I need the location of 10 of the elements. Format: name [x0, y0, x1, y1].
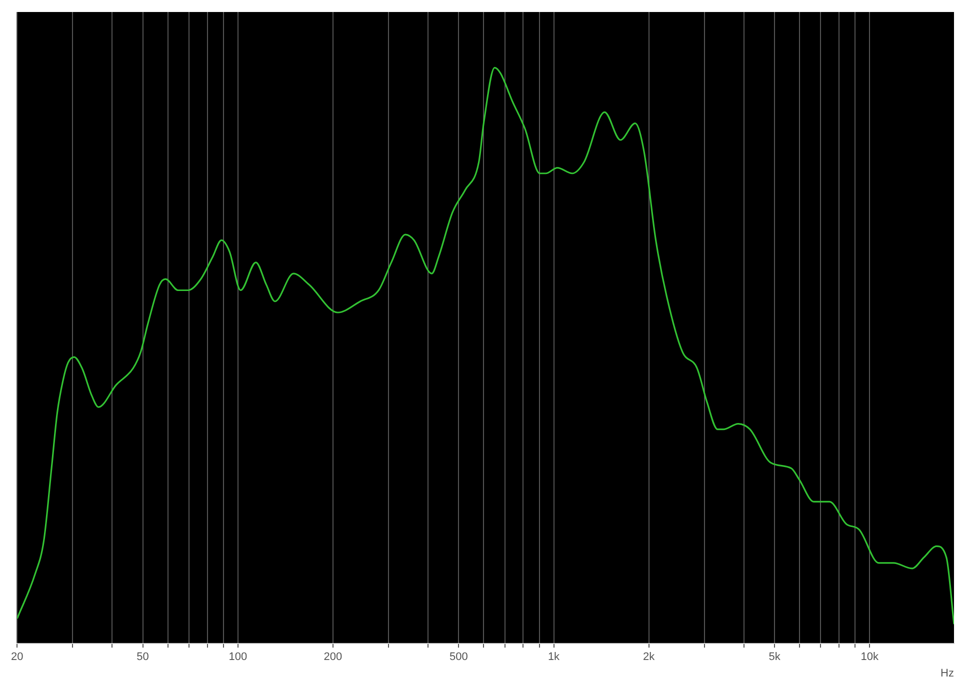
x-tick-label: 50 [136, 651, 149, 664]
x-tick-label: 200 [324, 651, 342, 664]
x-tick-label: 5k [768, 651, 781, 664]
x-tick-label: 100 [228, 651, 248, 664]
x-tick-label: 2k [643, 651, 656, 664]
x-tick-label: 500 [449, 651, 468, 664]
x-tick-label: 10k [860, 651, 879, 664]
x-axis-title: Hz [940, 667, 954, 680]
x-tick-label: 1k [548, 651, 560, 664]
x-tick-label: 20 [10, 651, 24, 664]
